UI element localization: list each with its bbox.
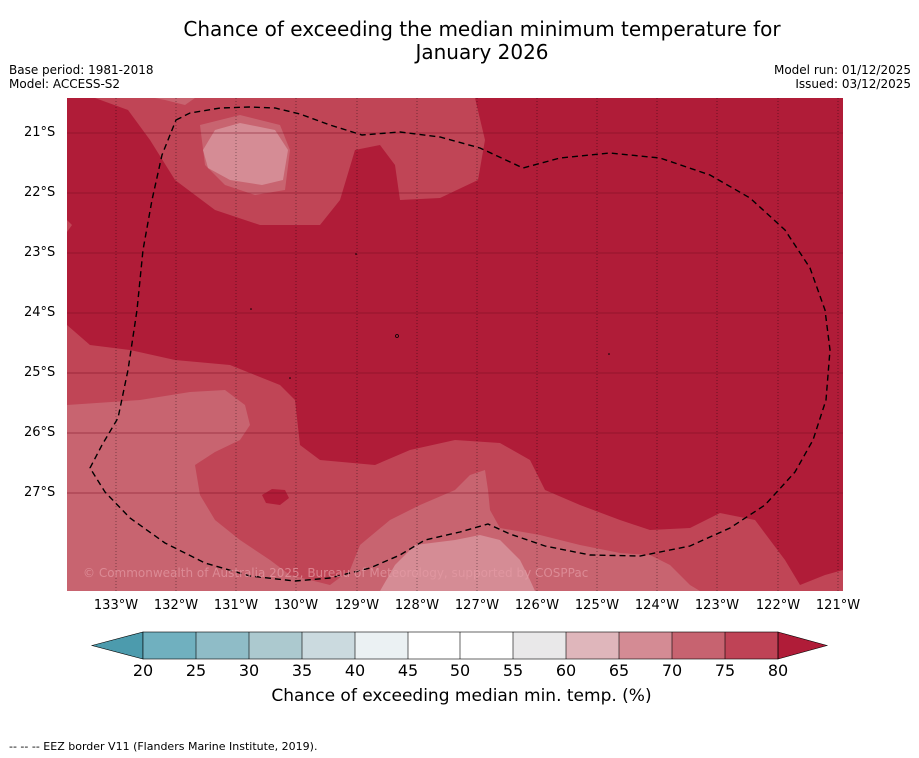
- lon-label: 130°W: [273, 598, 319, 613]
- colorbar-segment: [408, 632, 460, 659]
- graticule: [115, 98, 839, 591]
- colorbar-tick: 60: [555, 661, 577, 680]
- lon-label: 123°W: [694, 598, 740, 613]
- lon-label: 129°W: [334, 598, 380, 613]
- eez-legend-footer: -- -- -- EEZ border V11 (Flanders Marine…: [9, 740, 318, 753]
- title-line-2: January 2026: [415, 40, 549, 64]
- islands: [250, 253, 610, 379]
- lat-label: 25°S: [24, 365, 56, 380]
- band-65-70-north: [155, 98, 195, 105]
- band-60-65-south: [380, 535, 535, 591]
- eez-border: [89, 106, 831, 582]
- colorbar-segment: [302, 632, 355, 659]
- lat-label: 24°S: [24, 305, 56, 320]
- colorbar-segment: [196, 632, 249, 659]
- colorbar-tick: 65: [608, 661, 630, 680]
- colorbar-segment: [90, 631, 144, 660]
- copyright-text: © Commonwealth of Australia 2025, Bureau…: [83, 566, 588, 580]
- lon-label: 125°W: [574, 598, 620, 613]
- colorbar-segment: [143, 632, 196, 659]
- colorbar-segment: [355, 632, 408, 659]
- colorbar-tick: 50: [449, 661, 471, 680]
- lon-label: 133°W: [93, 598, 139, 613]
- lat-label: 21°S: [24, 125, 56, 140]
- issued-date: Issued: 03/12/2025: [795, 77, 911, 91]
- lat-label: 26°S: [24, 425, 56, 440]
- colorbar-segment: [672, 632, 725, 659]
- model-run: Model run: 01/12/2025: [773, 63, 911, 77]
- band-60-65-center: [203, 123, 288, 185]
- map-title: Chance of exceeding the median minimum t…: [0, 18, 919, 64]
- lon-label: 121°W: [815, 598, 861, 613]
- colorbar-tick: 35: [291, 661, 313, 680]
- lon-label: 122°W: [755, 598, 801, 613]
- colorbar-tick: 40: [344, 661, 366, 680]
- colorbar-tick: 45: [397, 661, 419, 680]
- latitude-lines: [67, 132, 843, 494]
- lat-label: 22°S: [24, 185, 56, 200]
- band-70-75-south: [67, 325, 843, 591]
- colorbar-tick: 30: [238, 661, 260, 680]
- colorbar-tick: 75: [714, 661, 736, 680]
- colorbar-label: Chance of exceeding median min. temp. (%…: [271, 686, 652, 706]
- colorbar-tick: 80: [767, 661, 789, 680]
- lat-label: 27°S: [24, 485, 56, 500]
- lon-label: 127°W: [454, 598, 500, 613]
- meta-right: Model run: 01/12/2025 Issued: 03/12/2025: [774, 63, 911, 91]
- colorbar-segment: [566, 632, 619, 659]
- colorbar-segment: [777, 631, 829, 660]
- lon-label: 132°W: [153, 598, 199, 613]
- colorbar-segment: [513, 632, 566, 659]
- colorbar-segment: [725, 632, 778, 659]
- colorbar-segment: [460, 632, 513, 659]
- colorbar-tick: 70: [661, 661, 683, 680]
- colorbar-segment: [249, 632, 302, 659]
- lon-label: 128°W: [394, 598, 440, 613]
- colorbar-outline: [142, 631, 779, 660]
- colorbar-segment: [619, 632, 672, 659]
- lon-label: 124°W: [634, 598, 680, 613]
- colorbar-tick: 20: [132, 661, 154, 680]
- lon-label: 126°W: [514, 598, 560, 613]
- colorbar: [90, 631, 829, 660]
- colorbar-tick: 25: [185, 661, 207, 680]
- colorbar-tick: 55: [502, 661, 524, 680]
- lat-label: 23°S: [24, 245, 56, 260]
- title-line-1: Chance of exceeding the median minimum t…: [183, 17, 781, 41]
- band-70-75-west: [67, 220, 72, 232]
- base-period: Base period: 1981-2018: [9, 63, 154, 77]
- model-name: Model: ACCESS-S2: [9, 77, 121, 91]
- band-70-75-north: [95, 98, 485, 225]
- meta-left: Base period: 1981-2018 Model: ACCESS-S2: [9, 63, 154, 91]
- lon-label: 131°W: [213, 598, 259, 613]
- band-65-70-south: [67, 390, 700, 591]
- map-panel: © Commonwealth of Australia 2025, Bureau…: [67, 98, 843, 591]
